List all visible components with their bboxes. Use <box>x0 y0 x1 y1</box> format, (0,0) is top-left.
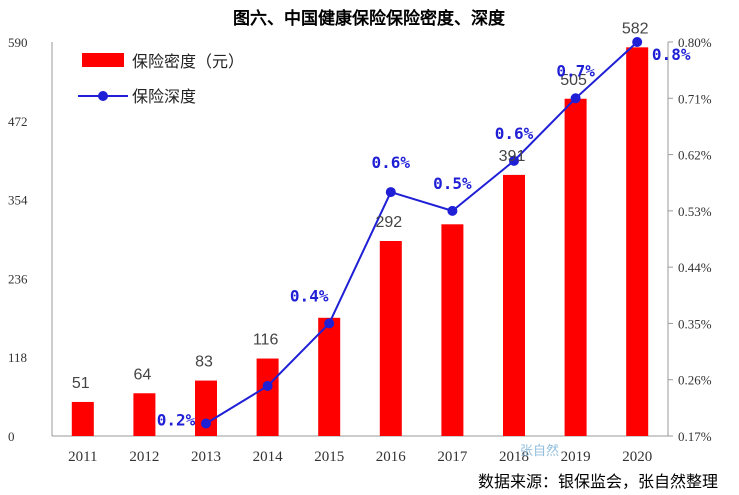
density-value-label: 51 <box>72 375 90 392</box>
left-axis-tick-label: 0 <box>8 429 15 444</box>
x-axis-tick-label: 2011 <box>68 449 97 465</box>
legend: 保险密度（元） 保险深度 <box>78 52 244 106</box>
right-axis-tick-label: 0.80% <box>678 35 712 50</box>
density-bar <box>133 393 156 436</box>
left-axis-tick-label: 590 <box>8 35 28 50</box>
depth-point <box>509 155 519 166</box>
right-axis-tick-label: 0.26% <box>678 373 712 388</box>
density-value-label: 116 <box>253 332 279 349</box>
density-bar <box>195 380 217 436</box>
x-axis-tick-label: 2018 <box>499 449 529 465</box>
depth-value-label: 0.5% <box>433 174 472 193</box>
depth-point <box>324 318 335 329</box>
density-bar <box>564 98 587 437</box>
x-axis-tick-label: 2019 <box>561 449 591 465</box>
left-axis-tick-label: 236 <box>8 271 28 286</box>
depth-value-label: 0.4% <box>290 286 329 305</box>
density-value-label: 582 <box>622 20 649 37</box>
legend-line-marker <box>98 91 108 101</box>
depth-point <box>385 187 396 198</box>
right-axis-tick-label: 0.53% <box>678 204 712 219</box>
density-value-label: 505 <box>560 72 587 89</box>
depth-point <box>632 37 643 47</box>
axes: 0 118 236 354 472 590 0.17% 0.26% 0.35% 0.44% 0.53… <box>8 35 712 465</box>
depth-point <box>201 418 211 429</box>
depth-value-label: 0.2% <box>157 410 196 429</box>
density-value-label: 391 <box>499 148 526 165</box>
left-axis-tick-label: 472 <box>8 114 28 129</box>
depth-point <box>570 93 581 104</box>
right-axis-tick-label: 0.71% <box>678 91 712 106</box>
density-value-label: 292 <box>375 214 402 231</box>
x-axis-tick-label: 2012 <box>129 449 159 465</box>
x-axis-tick-label: 2017 <box>437 449 468 465</box>
right-axis-tick-label: 0.35% <box>678 316 712 331</box>
right-axis-tick-label: 0.62% <box>678 148 712 163</box>
density-bar <box>626 47 649 436</box>
density-bar <box>441 224 464 436</box>
depth-line <box>201 37 643 429</box>
x-axis-tick-label: 2016 <box>376 449 407 465</box>
watermark-text: 张自然 <box>520 443 559 459</box>
legend-bar-swatch <box>82 53 124 67</box>
depth-value-label: 0.6% <box>372 153 411 172</box>
density-bar <box>256 358 279 436</box>
depth-series-line <box>205 41 638 425</box>
x-axis-tick-label: 2013 <box>191 449 221 465</box>
right-axis-tick-label: 0.17% <box>678 429 712 444</box>
left-axis-tick-label: 354 <box>8 193 28 208</box>
legend-density-label: 保险密度（元） <box>132 52 244 71</box>
density-bar <box>379 241 402 436</box>
x-axis-tick-label: 2020 <box>622 449 652 465</box>
density-value-label: 83 <box>195 354 213 371</box>
left-axis-tick-label: 118 <box>8 350 27 365</box>
density-bars <box>71 47 649 437</box>
legend-depth-label: 保险深度 <box>132 87 196 106</box>
x-axis-tick-label: 2014 <box>253 449 284 465</box>
depth-point <box>262 380 273 391</box>
depth-value-label: 0.8% <box>652 45 691 64</box>
source-note: 数据来源：银保监会，张自然整理 <box>478 472 718 491</box>
density-bar <box>503 174 525 436</box>
x-axis-tick-label: 2015 <box>314 449 344 465</box>
density-bar <box>318 317 341 436</box>
depth-value-label: 0.7% <box>556 61 595 80</box>
chart-title: 图六、中国健康保险保险密度、深度 <box>233 8 506 29</box>
density-bar <box>71 401 94 436</box>
density-value-label: 64 <box>134 366 152 383</box>
depth-value-label: 0.6% <box>495 124 534 143</box>
depth-point <box>447 205 458 216</box>
right-axis-tick-label: 0.44% <box>678 260 712 275</box>
data-labels: 51 64 83 116 292 391 505 582 0.2% 0.4% 0.6% 0.5% 0.6… <box>72 20 691 429</box>
